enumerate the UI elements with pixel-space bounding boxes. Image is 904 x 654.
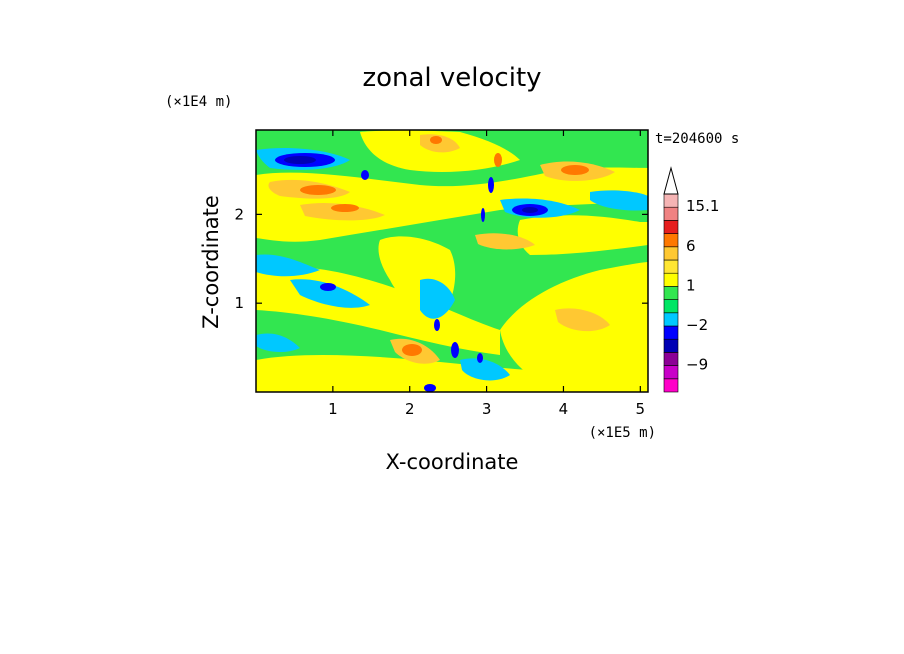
x-axis: 1 2 3 4 5: [328, 130, 645, 418]
chart-title: zonal velocity: [362, 63, 541, 93]
y-axis-label: Z-coordinate: [199, 195, 223, 329]
y-unit-label: (×1E4 m): [165, 94, 232, 110]
y-axis: 12: [234, 205, 648, 312]
x-tick-label: 1: [328, 400, 338, 418]
plot-frame: [255, 129, 649, 393]
colorbar-swatch: [663, 312, 679, 327]
colorbar-label: 1: [686, 276, 696, 294]
colorbar-label: −2: [686, 316, 708, 334]
colorbar-label: 6: [686, 237, 696, 255]
positive-regions: [256, 130, 648, 392]
x-tick-label: 5: [636, 400, 646, 418]
colorbar-swatch: [663, 352, 679, 366]
colorbar: 15.1 6 1 −2 −9: [663, 166, 719, 393]
peak-negative-regions: [284, 156, 538, 213]
colorbar-swatch: [663, 233, 679, 248]
colorbar-swatch: [663, 246, 679, 261]
negative-regions: [256, 148, 648, 381]
colorbar-extension-arrow: [663, 166, 679, 195]
colorbar-swatch: [663, 259, 679, 274]
x-tick-label: 4: [559, 400, 569, 418]
x-tick-label: 2: [405, 400, 415, 418]
colorbar-swatch: [663, 338, 679, 353]
colorbar-swatch: [663, 286, 679, 300]
y-tick-label: 2: [234, 205, 244, 223]
peak-positive-regions: [300, 136, 589, 356]
x-unit-label: (×1E5 m): [589, 425, 656, 441]
contour-field: [256, 130, 648, 392]
colorbar-swatch: [663, 272, 679, 287]
colorbar-swatch: [663, 220, 679, 234]
colorbar-label: 15.1: [686, 197, 719, 215]
x-axis-label: X-coordinate: [386, 450, 519, 474]
x-tick-label: 3: [482, 400, 492, 418]
colorbar-swatch: [663, 299, 679, 314]
y-tick-label: 1: [234, 294, 244, 312]
colorbar-swatch: [663, 378, 679, 393]
colorbar-swatch: [663, 193, 679, 208]
colorbar-swatch: [663, 206, 679, 221]
colorbar-label: −9: [686, 356, 708, 374]
time-label: t=204600 s: [655, 131, 739, 147]
colorbar-swatch: [663, 325, 679, 340]
colorbar-swatch: [663, 365, 679, 380]
